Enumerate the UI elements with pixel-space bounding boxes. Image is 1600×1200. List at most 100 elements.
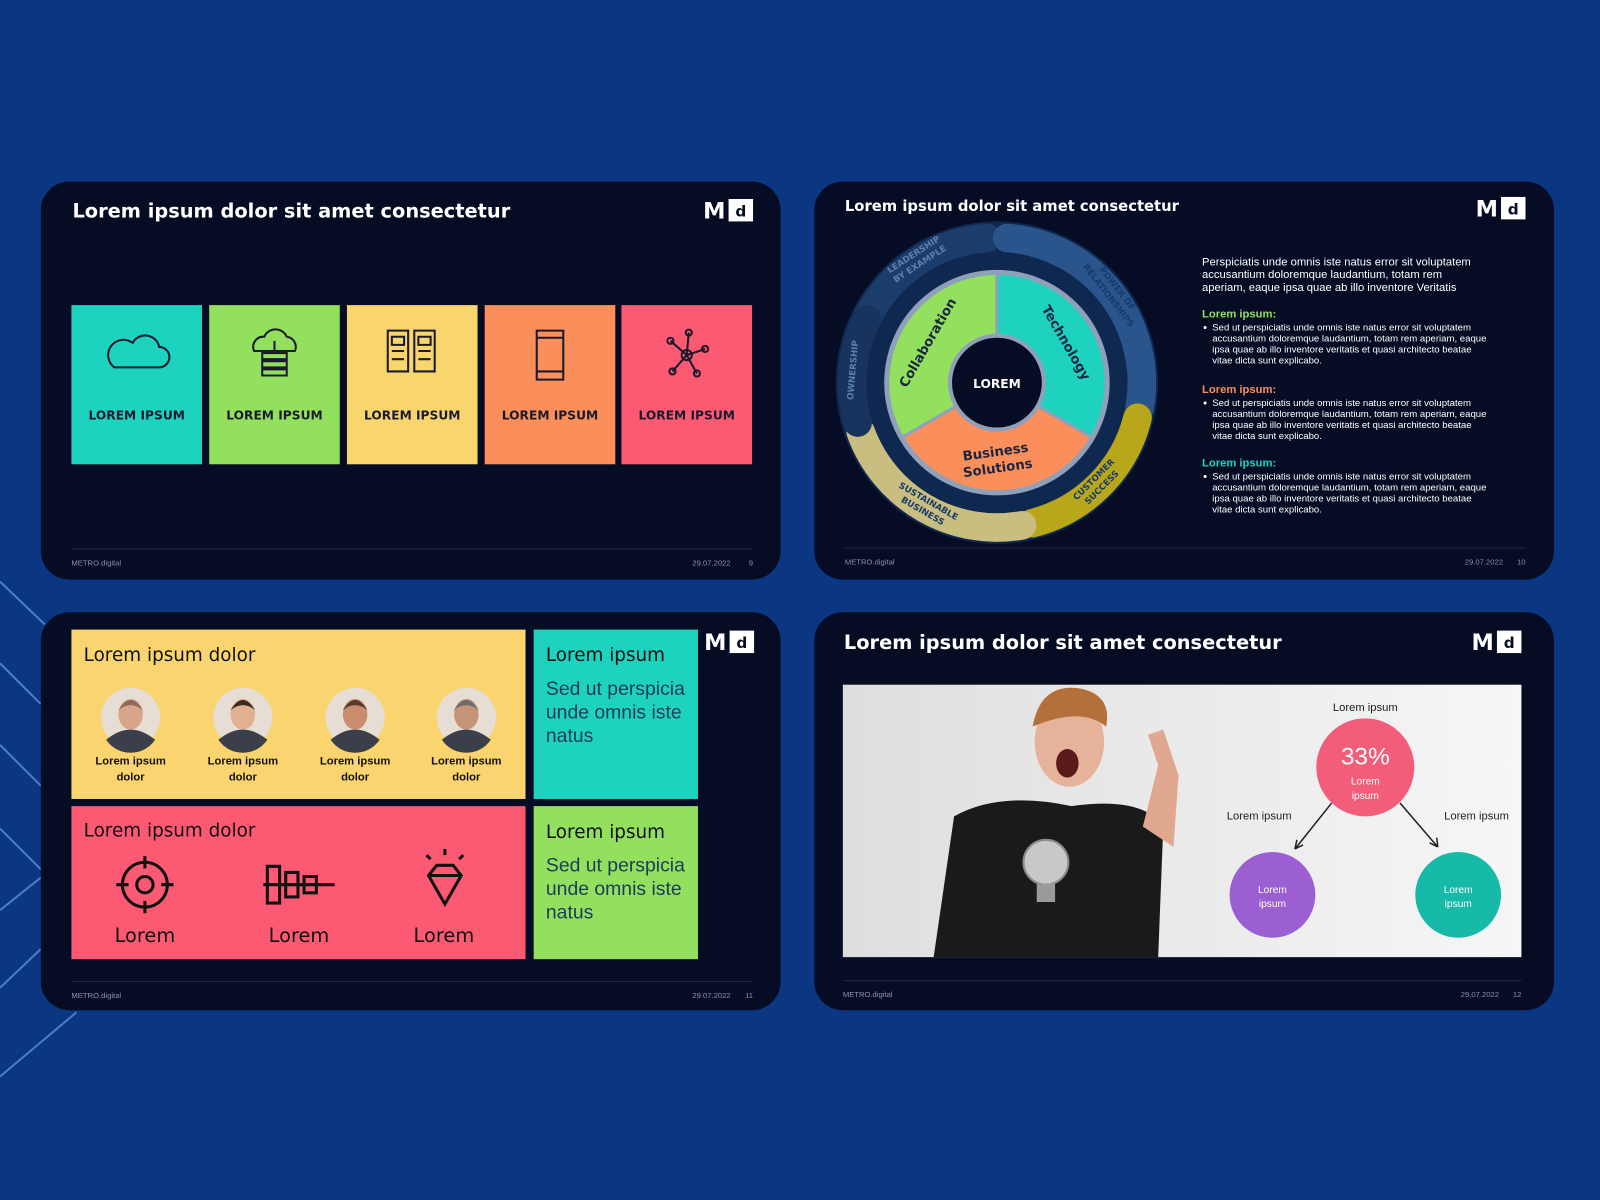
logo-letter: d [1504,634,1515,652]
panel-title: Lorem ipsum dolor [84,645,256,666]
item-label: Lorem [414,924,475,947]
box-body: natus [546,725,593,747]
bullet-line: vitae dicta sunt explicabo. [1212,431,1322,442]
tile-label: LOREM IPSUM [639,408,735,422]
logo-mark: M [1476,196,1498,222]
footer-brand: METRO.digital [71,558,121,567]
intro-line: accusantium doloremque laudantium, totam… [1202,269,1442,281]
wheel-center-label: LOREM [973,377,1021,391]
tile-icon [107,334,171,369]
tile-icon [386,329,436,373]
diagram-label: Lorem ipsum [1333,702,1398,714]
wheel-outer-segment [837,304,882,437]
person-name: Lorem ipsum [320,755,390,767]
person-name: dolor [452,772,481,784]
footer-date: 29.07.2022 [692,991,730,1000]
bullet-line: ipsa quae ab illo inventore veritatis et… [1212,345,1471,356]
diagram-circle [1415,852,1502,938]
box-body: unde omnis iste [546,878,682,900]
person-arm [1142,729,1179,847]
footer-brand: METRO.digital [71,991,121,1000]
box-body: Sed ut perspicia [546,678,685,700]
tile-icon-node [692,369,702,378]
person-name: Lorem ipsum [95,755,165,767]
tile-icon [252,328,297,377]
avatar-shirt [106,729,156,753]
avatar-face [230,698,256,730]
avatar-shirt [218,729,268,753]
decor-line [0,876,42,912]
footer-brand: METRO.digital [843,990,893,999]
box-body: natus [546,901,593,923]
wheel-outer-segment [1017,403,1152,538]
logo-box [729,630,755,654]
bullet-line: ipsa quae ab illo inventore veritatis et… [1212,420,1471,431]
decor-line [0,744,42,787]
person-name: Lorem ipsum [208,755,278,767]
avatar-shirt [330,729,380,753]
person-name: Lorem ipsum [431,755,501,767]
bullet [1203,475,1207,479]
diagram-label: Lorem ipsum [1444,810,1509,822]
person-name: dolor [229,772,258,784]
tile-icon-node [684,328,693,337]
footer-page: 10 [1517,557,1526,566]
footer-date: 29.07.2022 [692,558,730,567]
bullet-line: Sed ut perspiciatis unde omnis iste natu… [1212,472,1471,483]
bullet-line: Sed ut perspiciatis unde omnis iste natu… [1212,398,1471,409]
box-title: Lorem ipsum [546,645,665,666]
box-title: Lorem ipsum [546,822,665,843]
icon-target [135,875,155,895]
logo-mark: M [1471,630,1493,656]
tile-icon [669,332,706,374]
bullet-line: vitae dicta sunt explicabo. [1212,356,1322,367]
bullet [1203,326,1207,330]
box [533,629,698,799]
intro-line: Perspiciatis unde omnis iste natus error… [1202,256,1471,268]
avatar-face [454,698,479,730]
diagram-circle [1229,852,1316,938]
box-body: Sed ut perspicia [546,854,685,876]
diagram-circle-label: Lorem [1444,885,1473,896]
avatar-hair [118,700,143,711]
section-heading: Lorem ipsum: [1202,457,1276,469]
panel-title: Lorem ipsum dolor [84,821,256,842]
bullet-line: Sed ut perspiciatis unde omnis iste natu… [1212,323,1471,334]
logo-letter: d [1508,200,1519,218]
decor-line [0,948,42,989]
icon-sliders [263,864,335,905]
diagram-label: Lorem ipsum [1227,810,1292,822]
decor-line [0,827,42,871]
wheel-outer-segment [854,223,1002,329]
box [533,806,698,960]
box-body: unde omnis iste [546,701,682,723]
bullet-line: vitae dicta sunt explicabo. [1212,505,1322,516]
intro-line: aperiam, eaque ipsa quae ab illo invento… [1202,282,1457,294]
tile-icon-node [680,348,693,362]
diagram-circle-label: ipsum [1259,899,1286,910]
tile-label: LOREM IPSUM [502,408,598,422]
logo-letter: d [736,634,747,652]
bulb [1022,838,1070,886]
footer-page: 9 [749,558,753,567]
avatar-hair [230,700,256,711]
wheel-outer-segment [846,417,1037,542]
logo-box [728,198,754,222]
tile-icon-node [666,336,675,345]
slide-title: Lorem ipsum dolor sit amet consectetur [72,199,510,222]
section-heading: Lorem ipsum: [1202,384,1276,396]
diagram-inside: Lorem [1351,777,1380,788]
diagram-inside: ipsum [1352,791,1379,802]
tile-icon [535,329,565,381]
bullet-line: accusantium doloremque laudantium, totam… [1212,409,1486,420]
logo-letter: d [735,202,746,220]
item-label: Lorem [269,924,330,947]
tile-label: LOREM IPSUM [364,408,460,422]
diagram-circle-label: Lorem [1258,885,1287,896]
tile [71,305,203,465]
footer-date: 29.07.2022 [1461,990,1499,999]
avatar-face [342,698,368,730]
